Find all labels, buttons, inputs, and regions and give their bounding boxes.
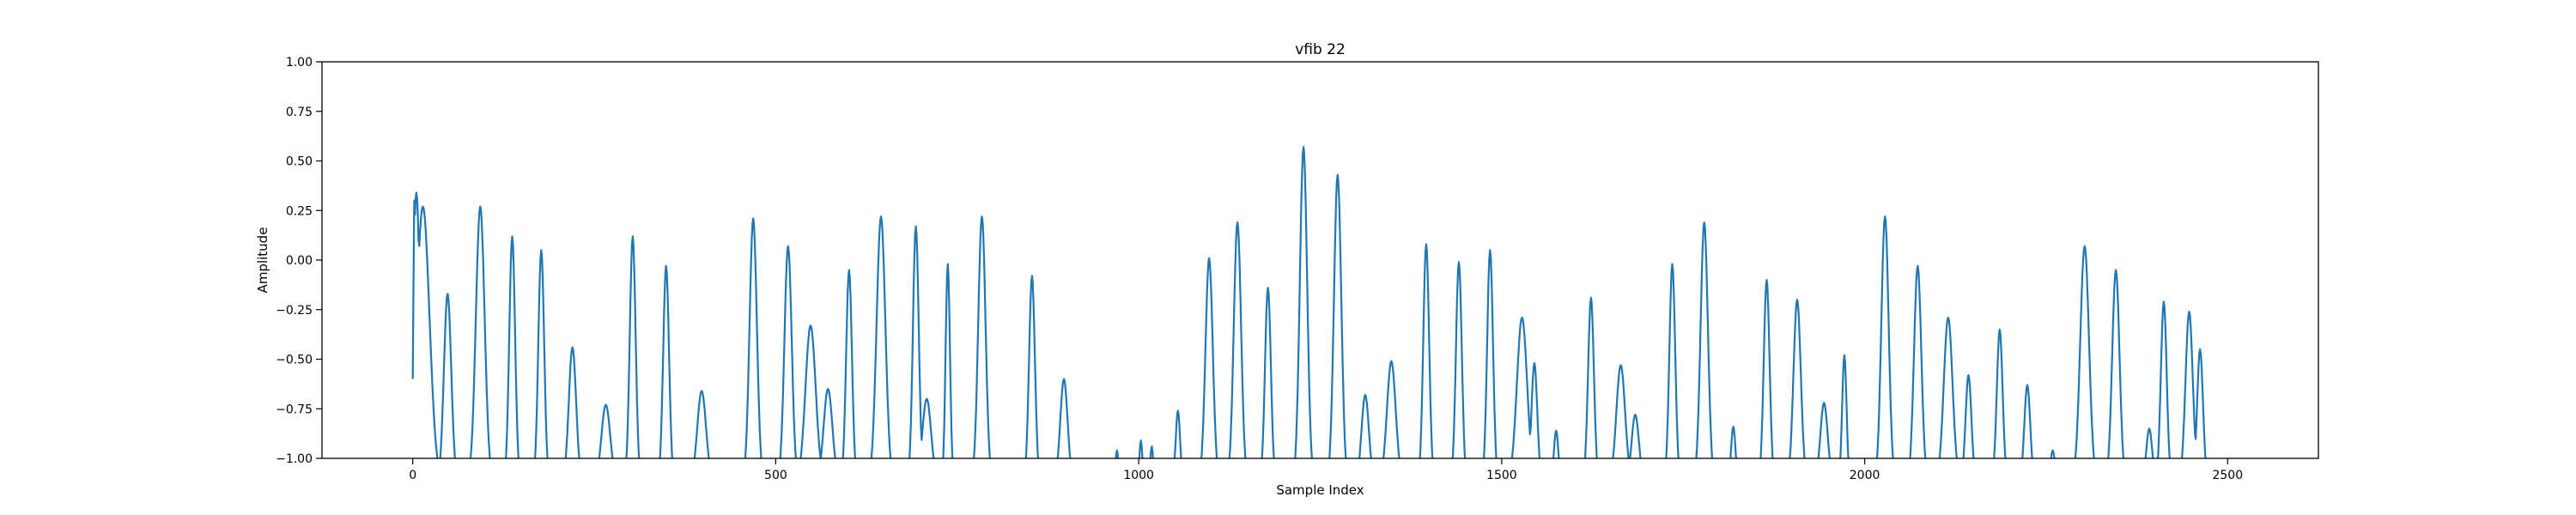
y-axis-label: Amplitude — [255, 227, 270, 294]
y-tick-label: −1.00 — [276, 452, 313, 466]
y-tick-label: 0.50 — [286, 155, 313, 169]
y-tick-label: −0.50 — [276, 354, 313, 367]
x-tick-label: 0 — [409, 469, 416, 482]
y-tick-label: 0.75 — [286, 106, 313, 119]
x-tick-label: 2500 — [2212, 469, 2243, 482]
y-tick-label: 0.25 — [286, 204, 313, 218]
x-axis: 0 500 1000 1500 2000 2500 — [409, 458, 2243, 482]
chart-title: vfib 22 — [1295, 41, 1346, 58]
x-tick-label: 2000 — [1850, 469, 1880, 482]
y-tick-label: 1.00 — [286, 56, 313, 70]
y-tick-label: −0.75 — [276, 403, 313, 416]
x-tick-label: 1500 — [1486, 469, 1517, 482]
x-tick-label: 1000 — [1123, 469, 1154, 482]
y-tick-label: 0.00 — [286, 254, 313, 268]
x-axis-label: Sample Index — [1276, 482, 1364, 498]
y-axis: −1.00 −0.75 −0.50 −0.25 0.00 0.25 0.50 0.75 1.00 — [276, 56, 322, 466]
x-tick-label: 500 — [764, 469, 787, 482]
y-tick-label: −0.25 — [276, 304, 313, 318]
signal-line — [411, 146, 2207, 458]
series-layer — [411, 146, 2207, 458]
